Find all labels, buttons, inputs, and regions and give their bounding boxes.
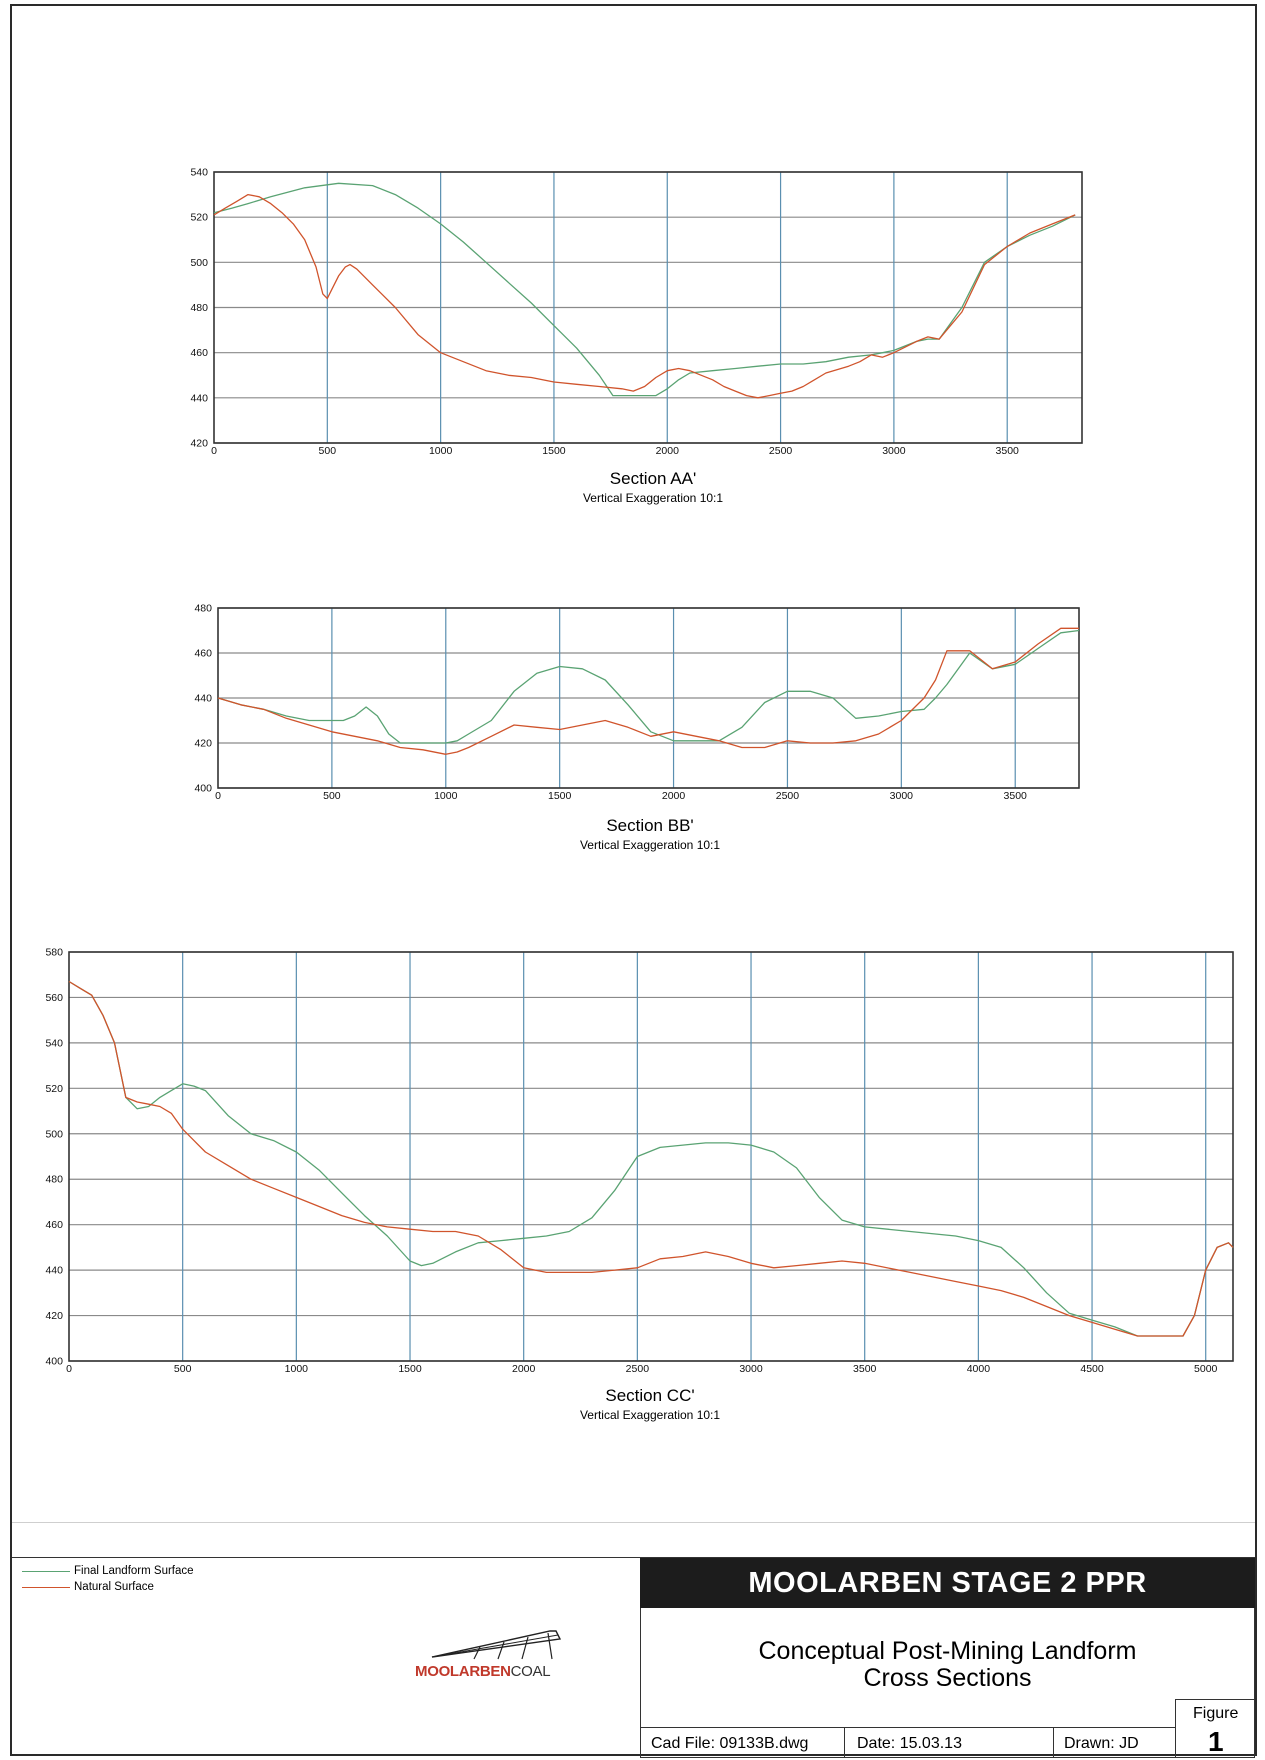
chart-aa-ytick-label: 520 bbox=[190, 212, 208, 224]
description-line-1: Conceptual Post-Mining Landform bbox=[758, 1637, 1137, 1665]
drawn-text: Drawn: JD bbox=[1064, 1735, 1139, 1752]
figure-number: 1 bbox=[1208, 1726, 1224, 1757]
chart-cc-xtick-label: 3500 bbox=[853, 1363, 877, 1375]
chart-cc-ytick-label: 400 bbox=[45, 1356, 63, 1368]
drawing-description: Conceptual Post-Mining Landform Cross Se… bbox=[640, 1610, 1255, 1720]
chart-cc-ytick-label: 580 bbox=[45, 947, 63, 959]
chart-aa-xtick-label: 3500 bbox=[996, 445, 1020, 457]
chart-cc-ytick-label: 440 bbox=[45, 1265, 63, 1277]
title-block-top-line bbox=[12, 1557, 1255, 1558]
figure-cell bbox=[1175, 1699, 1255, 1758]
chart-bb-ytick-label: 480 bbox=[194, 603, 212, 615]
chart-bb-title: Section BB' bbox=[606, 816, 694, 835]
project-banner: MOOLARBEN STAGE 2 PPR bbox=[640, 1558, 1255, 1608]
chart-cc-ytick-label: 480 bbox=[45, 1174, 63, 1186]
chart-cc-plot-frame bbox=[68, 951, 1234, 1362]
chart-cc-xtick-label: 2500 bbox=[626, 1363, 650, 1375]
chart-cc-xtick-label: 1500 bbox=[398, 1363, 422, 1375]
chart-bb-ytick-label: 440 bbox=[194, 693, 212, 705]
chart-aa-plot-frame bbox=[213, 171, 1083, 444]
chart-cc-ytick-label: 460 bbox=[45, 1219, 63, 1231]
chart-aa-xtick-label: 1500 bbox=[542, 445, 566, 457]
chart-aa-ytick-label: 500 bbox=[190, 257, 208, 269]
legend-natural-surface-swatch bbox=[22, 1586, 70, 1588]
chart-bb-xtick-label: 1500 bbox=[548, 790, 572, 802]
moolarben-logo-text: MOOLARBENCOAL bbox=[415, 1663, 551, 1680]
date-text: Date: 15.03.13 bbox=[857, 1735, 962, 1752]
chart-cc-xtick-label: 500 bbox=[174, 1363, 192, 1375]
legend-final-landform: Final Landform Surface bbox=[22, 1565, 194, 1577]
chart-cc-ytick-label: 420 bbox=[45, 1310, 63, 1322]
chart-aa-ytick-label: 440 bbox=[190, 392, 208, 404]
legend-final-landform-swatch bbox=[22, 1570, 70, 1572]
chart-cc-xtick-label: 4500 bbox=[1080, 1363, 1104, 1375]
chart-bb-subtitle: Vertical Exaggeration 10:1 bbox=[579, 838, 721, 852]
chart-cc-natural-surface-line bbox=[68, 980, 1234, 1337]
chart-aa-ytick-label: 460 bbox=[190, 347, 208, 359]
chart-cc-xtick-label: 2000 bbox=[512, 1363, 536, 1375]
chart-cc-ytick-label: 540 bbox=[45, 1037, 63, 1049]
chart-aa-ytick-label: 420 bbox=[190, 438, 208, 450]
figure-label: Figure bbox=[1193, 1705, 1239, 1722]
chart-bb-xtick-label: 500 bbox=[323, 790, 341, 802]
legend-natural-surface: Natural Surface bbox=[22, 1581, 154, 1593]
chart-cc-ytick-label: 520 bbox=[45, 1083, 63, 1095]
chart-cc-title: Section CC' bbox=[605, 1386, 695, 1405]
chart-aa-natural-surface-line bbox=[213, 193, 1076, 399]
chart-cc-final-landform-line bbox=[68, 980, 1234, 1337]
chart-bb-ytick-label: 400 bbox=[194, 783, 212, 795]
chart-aa-final-landform-line bbox=[213, 182, 1076, 397]
chart-bb-xtick-label: 3000 bbox=[890, 790, 914, 802]
drawing-frame bbox=[10, 4, 1257, 1756]
chart-cc-ytick-label: 560 bbox=[45, 992, 63, 1004]
chart-bb-xtick-label: 0 bbox=[215, 790, 221, 802]
cad-file-text: Cad File: 09133B.dwg bbox=[651, 1735, 809, 1752]
title-block-separator bbox=[12, 1522, 1255, 1523]
chart-cc-xtick-label: 3000 bbox=[739, 1363, 763, 1375]
chart-cc-xtick-label: 5000 bbox=[1194, 1363, 1218, 1375]
chart-cc-ytick-label: 500 bbox=[45, 1128, 63, 1140]
chart-bb-xtick-label: 2000 bbox=[662, 790, 686, 802]
chart-aa-xtick-label: 2000 bbox=[656, 445, 680, 457]
chart-aa-title: Section AA' bbox=[609, 469, 697, 488]
legend-final-landform-label: Final Landform Surface bbox=[74, 1565, 194, 1577]
chart-cc-xtick-label: 0 bbox=[66, 1363, 72, 1375]
chart-bb-xtick-label: 3500 bbox=[1004, 790, 1028, 802]
chart-bb-ytick-label: 420 bbox=[194, 738, 212, 750]
chart-bb-ytick-label: 460 bbox=[194, 648, 212, 660]
chart-cc-subtitle: Vertical Exaggeration 10:1 bbox=[579, 1408, 721, 1422]
chart-cc-xtick-label: 1000 bbox=[285, 1363, 309, 1375]
chart-aa-ytick-label: 480 bbox=[190, 302, 208, 314]
logo-brand-main: MOOLARBEN bbox=[415, 1663, 511, 1680]
chart-aa-xtick-label: 3000 bbox=[882, 445, 906, 457]
chart-bb-natural-surface-line bbox=[217, 627, 1079, 755]
logo-brand-coal: COAL bbox=[510, 1663, 551, 1680]
chart-aa-xtick-label: 1000 bbox=[429, 445, 453, 457]
chart-aa-xtick-label: 500 bbox=[319, 445, 337, 457]
chart-aa-ytick-label: 540 bbox=[190, 167, 208, 179]
chart-cc-xtick-label: 4000 bbox=[967, 1363, 991, 1375]
chart-bb-final-landform-line bbox=[217, 629, 1080, 744]
moolarben-logo-icon bbox=[431, 1630, 562, 1660]
legend-natural-surface-label: Natural Surface bbox=[74, 1581, 154, 1593]
description-line-2: Cross Sections bbox=[863, 1664, 1032, 1692]
chart-aa-subtitle: Vertical Exaggeration 10:1 bbox=[582, 491, 724, 505]
chart-bb-xtick-label: 1000 bbox=[434, 790, 458, 802]
chart-bb-xtick-label: 2500 bbox=[776, 790, 800, 802]
chart-aa-xtick-label: 0 bbox=[211, 445, 217, 457]
chart-aa-xtick-label: 2500 bbox=[769, 445, 793, 457]
